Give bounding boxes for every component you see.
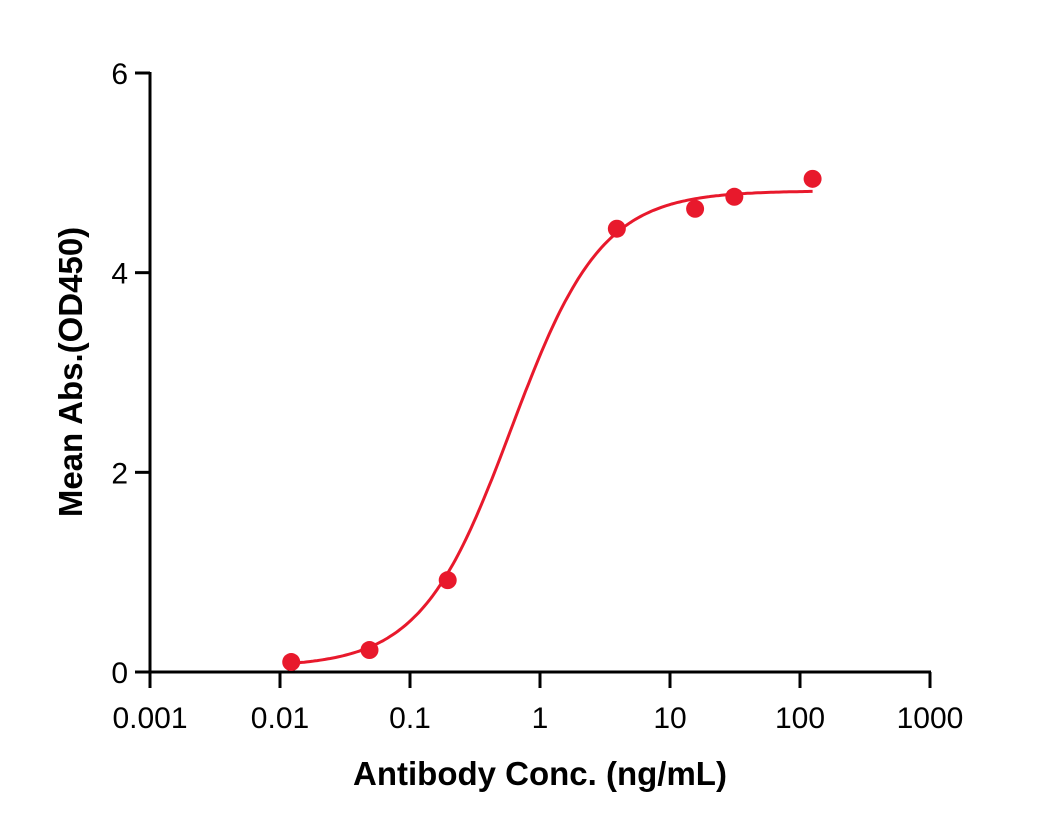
data-point	[360, 641, 379, 660]
tick-labels: 0.001 0.01 0.1 1 10 100 1000 0 2 4 6	[111, 58, 963, 735]
x-tick-label: 10	[653, 702, 686, 735]
fit-curve	[291, 189, 813, 665]
x-tick-label: 0.1	[389, 702, 431, 735]
y-tick-label: 2	[111, 457, 128, 490]
data-point	[607, 219, 626, 238]
x-axis-title: Antibody Conc. (ng/mL)	[353, 755, 727, 792]
axes	[135, 71, 932, 688]
x-tick-label: 1000	[897, 702, 964, 735]
data-point	[686, 199, 705, 218]
x-tick-label: 0.001	[112, 702, 187, 735]
y-axis-title: Mean Abs.(OD450)	[52, 227, 89, 517]
x-tick-label: 1	[532, 702, 549, 735]
x-tick-label: 100	[775, 702, 825, 735]
data-point	[282, 653, 301, 672]
y-tick-label: 4	[111, 258, 128, 291]
data-point	[803, 169, 822, 188]
data-point	[438, 571, 457, 590]
data-points	[282, 169, 822, 672]
y-tick-label: 6	[111, 58, 128, 91]
y-tick-label: 0	[111, 657, 128, 690]
x-tick-label: 0.01	[251, 702, 309, 735]
data-point	[725, 187, 744, 206]
